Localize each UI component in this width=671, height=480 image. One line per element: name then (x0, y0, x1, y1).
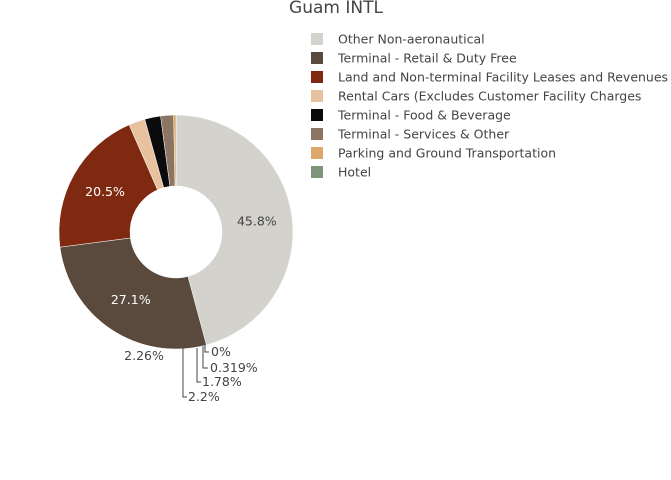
legend-swatch (311, 109, 323, 121)
legend: Other Non-aeronautical Terminal - Retail … (311, 32, 668, 180)
slice-label-2: 27.1% (111, 292, 151, 307)
legend-label: Parking and Ground Transportation (338, 146, 556, 161)
legend-swatch (311, 71, 323, 83)
legend-label: Land and Non-terminal Facility Leases an… (338, 70, 668, 85)
legend-item-7[interactable]: Parking and Ground Transportation (311, 146, 556, 161)
legend-swatch (311, 33, 323, 45)
legend-label: Hotel (338, 165, 371, 180)
leader-line-5 (182, 348, 187, 398)
slice-1[interactable] (175, 114, 294, 346)
legend-label: Terminal - Services & Other (337, 127, 510, 142)
leader-line-7 (202, 346, 208, 369)
slice-2[interactable] (59, 237, 207, 350)
legend-swatch (311, 90, 323, 102)
legend-swatch (311, 52, 323, 64)
slice-label-7: 0.319% (210, 360, 258, 375)
slice-3[interactable] (58, 124, 158, 248)
legend-item-3[interactable]: Land and Non-terminal Facility Leases an… (311, 70, 668, 85)
legend-swatch (311, 128, 323, 140)
legend-label: Terminal - Retail & Duty Free (337, 51, 517, 66)
slice-label-1: 45.8% (237, 213, 277, 228)
slice-label-8: 0% (211, 344, 231, 359)
leader-line-8 (204, 344, 209, 353)
legend-swatch (311, 166, 323, 178)
legend-item-4[interactable]: Rental Cars (Excludes Customer Facility … (311, 89, 641, 104)
slice-label-6: 1.78% (202, 374, 242, 389)
legend-item-1[interactable]: Other Non-aeronautical (311, 32, 485, 47)
chart-title: Guam INTL (289, 0, 383, 18)
legend-item-6[interactable]: Terminal - Services & Other (311, 127, 510, 142)
legend-label: Terminal - Food & Beverage (337, 108, 511, 123)
leader-line-6 (196, 348, 201, 383)
donut-chart: 45.8% 27.1% 20.5% 2.26% 2.2%1.78%0.319%0% (58, 114, 294, 404)
slice-label-4: 2.26% (124, 348, 164, 363)
slice-7[interactable] (173, 114, 177, 187)
legend-item-5[interactable]: Terminal - Food & Beverage (311, 108, 511, 123)
slice-label-5: 2.2% (188, 389, 220, 404)
legend-label: Rental Cars (Excludes Customer Facility … (338, 89, 641, 104)
slice-label-3: 20.5% (85, 184, 125, 199)
legend-swatch (311, 147, 323, 159)
legend-item-8[interactable]: Hotel (311, 165, 371, 180)
legend-label: Other Non-aeronautical (338, 32, 485, 47)
legend-item-2[interactable]: Terminal - Retail & Duty Free (311, 51, 517, 66)
